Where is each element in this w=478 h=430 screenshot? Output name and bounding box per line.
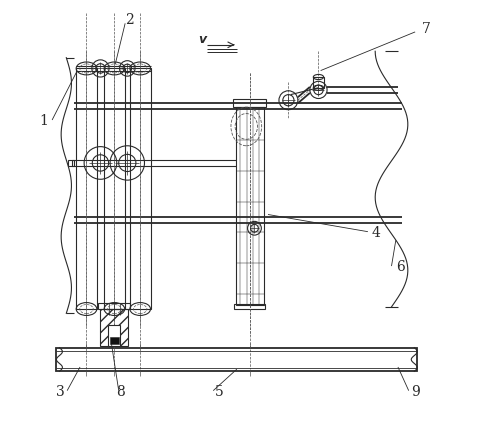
Text: 5: 5 bbox=[215, 384, 224, 398]
Text: 8: 8 bbox=[117, 384, 125, 398]
Bar bbox=[130, 69, 151, 309]
Bar bbox=[236, 108, 264, 305]
Bar bbox=[100, 309, 128, 346]
Bar bbox=[313, 78, 324, 89]
Text: 7: 7 bbox=[422, 22, 430, 36]
Bar bbox=[233, 99, 266, 108]
Text: 3: 3 bbox=[56, 384, 65, 398]
Bar bbox=[98, 303, 130, 309]
Text: v: v bbox=[198, 33, 206, 46]
Bar bbox=[76, 69, 97, 309]
Text: 9: 9 bbox=[411, 384, 420, 398]
Bar bbox=[68, 160, 74, 167]
Bar bbox=[110, 337, 119, 344]
Text: 2: 2 bbox=[125, 13, 134, 27]
Text: 6: 6 bbox=[396, 259, 404, 273]
Bar bbox=[108, 326, 120, 346]
Bar bbox=[235, 304, 265, 309]
Text: 4: 4 bbox=[372, 225, 381, 239]
Text: 1: 1 bbox=[39, 114, 48, 128]
Bar bbox=[56, 348, 417, 372]
Bar bbox=[104, 69, 125, 309]
